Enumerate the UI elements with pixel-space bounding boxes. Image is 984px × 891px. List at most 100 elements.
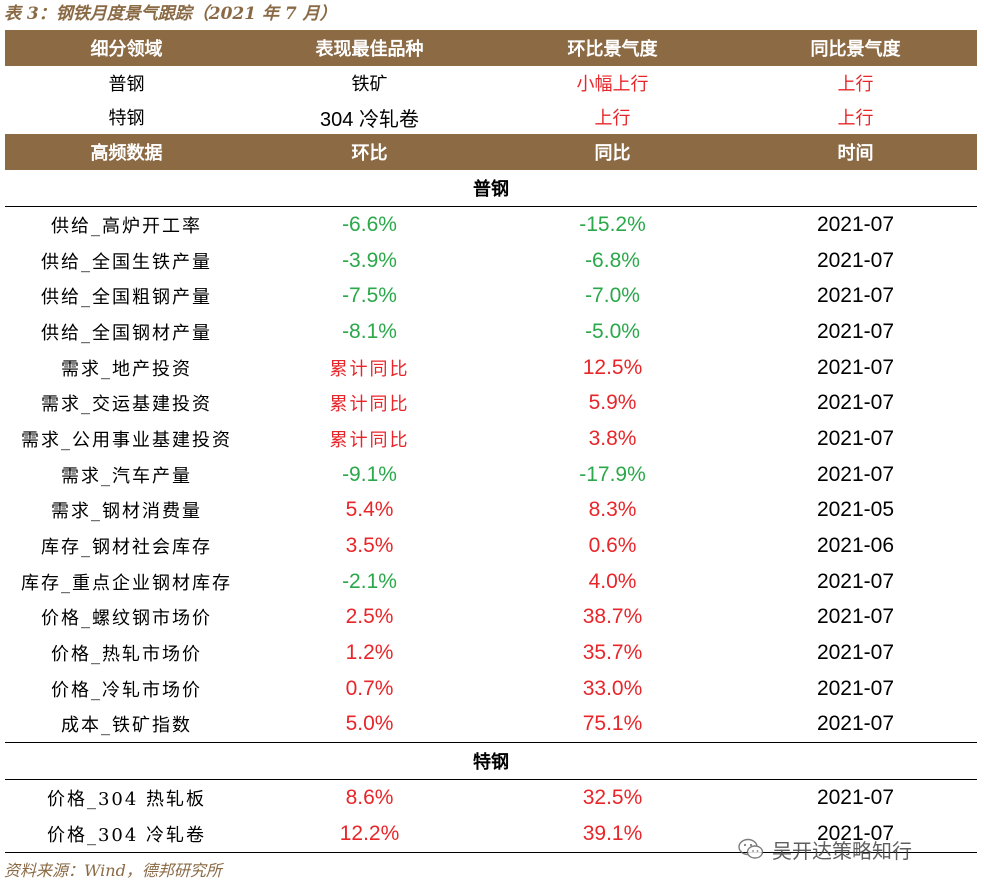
indicator-name: 需求_交运基建投资 xyxy=(41,394,212,416)
header-cell: 同比 xyxy=(491,134,734,170)
mom-value: 8.6% xyxy=(345,786,394,810)
indicator-name: 库存_重点企业钢材库存 xyxy=(21,572,232,594)
mom-value: -7.5% xyxy=(342,284,397,308)
yoy-value: 5.9% xyxy=(588,391,637,415)
mom-value: 0.7% xyxy=(345,676,394,700)
time-value: 2021-07 xyxy=(816,391,895,415)
indicator-name: 需求_汽车产量 xyxy=(61,465,192,487)
indicator-name: 供给_全国生铁产量 xyxy=(41,251,212,273)
section-header-row: 普钢 xyxy=(5,170,977,207)
yoy-value: 32.5% xyxy=(582,786,643,810)
header-cell: 环比景气度 xyxy=(491,30,734,66)
indicator-name: 价格_热轧市场价 xyxy=(51,644,202,666)
header-cell: 表现最佳品种 xyxy=(248,30,491,66)
table-row: 库存_重点企业钢材库存 -2.1% 4.0% 2021-07 xyxy=(5,564,977,600)
time-value: 2021-07 xyxy=(816,319,895,343)
time-value: 2021-07 xyxy=(816,462,895,486)
indicator-name: 供给_高炉开工率 xyxy=(51,215,202,237)
yoy-value: 39.1% xyxy=(491,816,734,853)
indicator-name: 成本_铁矿指数 xyxy=(5,706,248,744)
mom-value: -8.1% xyxy=(342,319,397,343)
mom-value: -6.6% xyxy=(342,212,397,236)
indicator-name: 供给_全国钢材产量 xyxy=(41,322,212,344)
yoy-value: 8.3% xyxy=(588,498,637,522)
yoy-value: 38.7% xyxy=(582,605,643,629)
section-title: 特钢 xyxy=(5,742,977,781)
time-value: 2021-07 xyxy=(734,816,977,853)
summary-row: 普钢 铁矿 小幅上行 上行 xyxy=(5,66,977,100)
time-value: 2021-07 xyxy=(816,605,895,629)
table-row: 成本_铁矿指数 5.0% 75.1% 2021-07 xyxy=(5,706,977,744)
indicator-name: 需求_钢材消费量 xyxy=(51,501,202,523)
yoy-value: 35.7% xyxy=(582,641,643,665)
indicator-name: 供给_全国粗钢产量 xyxy=(41,287,212,309)
mom-value: -2.1% xyxy=(342,569,397,593)
header-row-main: 细分领域 表现最佳品种 环比景气度 同比景气度 xyxy=(5,30,977,66)
table-row: 价格_热轧市场价 1.2% 35.7% 2021-07 xyxy=(5,635,977,671)
summary-field: 普钢 xyxy=(108,74,145,95)
yoy-value: 4.0% xyxy=(588,569,637,593)
table-row: 需求_地产投资 累计同比 12.5% 2021-07 xyxy=(5,350,977,386)
wechat-icon xyxy=(738,838,764,859)
yoy-value: -15.2% xyxy=(579,212,646,236)
time-value: 2021-07 xyxy=(816,284,895,308)
table-row: 需求_钢材消费量 5.4% 8.3% 2021-05 xyxy=(5,493,977,529)
header-cell: 环比 xyxy=(248,134,491,170)
table-title: 表 3：钢铁月度景气跟踪（2021 年 7 月） xyxy=(4,4,337,24)
indicator-name: 价格_304 冷轧卷 xyxy=(5,816,248,853)
table-row: 需求_交运基建投资 累计同比 5.9% 2021-07 xyxy=(5,385,977,421)
section-title: 普钢 xyxy=(5,170,977,207)
yoy-value: 0.6% xyxy=(588,534,637,558)
indicator-name: 价格_304 热轧板 xyxy=(46,789,207,811)
table-row: 库存_钢材社会库存 3.5% 0.6% 2021-06 xyxy=(5,528,977,564)
mom-value: 3.5% xyxy=(345,534,394,558)
yoy-value: 33.0% xyxy=(582,676,643,700)
time-value: 2021-06 xyxy=(816,534,895,558)
yoy-value: 75.1% xyxy=(491,706,734,744)
table-row: 需求_汽车产量 -9.1% -17.9% 2021-07 xyxy=(5,457,977,493)
mom-value: 5.4% xyxy=(345,498,394,522)
steel-tracking-table: 细分领域 表现最佳品种 环比景气度 同比景气度 普钢 铁矿 小幅上行 上行 特钢… xyxy=(5,30,977,853)
indicator-name: 需求_地产投资 xyxy=(61,358,192,380)
watermark-text: 吴开达策略知行 xyxy=(772,838,912,863)
header-cell: 细分领域 xyxy=(5,30,248,66)
mom-value: 累计同比 xyxy=(329,429,410,451)
table-row: 价格_螺纹钢市场价 2.5% 38.7% 2021-07 xyxy=(5,600,977,636)
header-cell: 同比景气度 xyxy=(734,30,977,66)
indicator-name: 库存_钢材社会库存 xyxy=(41,537,212,559)
table-row: 供给_全国生铁产量 -3.9% -6.8% 2021-07 xyxy=(5,243,977,279)
mom-value: 12.2% xyxy=(248,816,491,853)
yoy-value: -6.8% xyxy=(585,248,640,272)
time-value: 2021-07 xyxy=(816,355,895,379)
table-row: 供给_全国粗钢产量 -7.5% -7.0% 2021-07 xyxy=(5,278,977,314)
table-row: 价格_304 冷轧卷 12.2% 39.1% 2021-07 xyxy=(5,816,977,853)
time-value: 2021-07 xyxy=(816,641,895,665)
summary-best: 铁矿 xyxy=(351,74,388,95)
time-value: 2021-07 xyxy=(734,706,977,744)
time-value: 2021-07 xyxy=(816,426,895,450)
table-row: 需求_公用事业基建投资 累计同比 3.8% 2021-07 xyxy=(5,421,977,457)
yoy-value: -7.0% xyxy=(585,284,640,308)
table-row: 价格_冷轧市场价 0.7% 33.0% 2021-07 xyxy=(5,671,977,707)
mom-value: 2.5% xyxy=(345,605,394,629)
summary-yoy: 上行 xyxy=(837,108,874,129)
summary-field: 特钢 xyxy=(108,108,145,129)
header-cell: 高频数据 xyxy=(5,134,248,170)
yoy-value: 3.8% xyxy=(588,426,637,450)
summary-best: 304 冷轧卷 xyxy=(320,108,419,131)
section-header-row: 特钢 xyxy=(5,742,977,781)
mom-value: 1.2% xyxy=(345,641,394,665)
yoy-value: 12.5% xyxy=(582,355,643,379)
table-row: 价格_304 热轧板 8.6% 32.5% 2021-07 xyxy=(5,780,977,816)
time-value: 2021-07 xyxy=(816,786,895,810)
time-value: 2021-07 xyxy=(816,248,895,272)
header-row-data: 高频数据 环比 同比 时间 xyxy=(5,134,977,170)
table-row: 供给_高炉开工率 -6.6% -15.2% 2021-07 xyxy=(5,207,977,243)
indicator-name: 需求_公用事业基建投资 xyxy=(21,429,232,451)
time-value: 2021-05 xyxy=(816,498,895,522)
time-value: 2021-07 xyxy=(816,212,895,236)
time-value: 2021-07 xyxy=(816,676,895,700)
yoy-value: -5.0% xyxy=(585,319,640,343)
mom-value: 累计同比 xyxy=(329,394,410,416)
summary-yoy: 上行 xyxy=(837,74,874,95)
